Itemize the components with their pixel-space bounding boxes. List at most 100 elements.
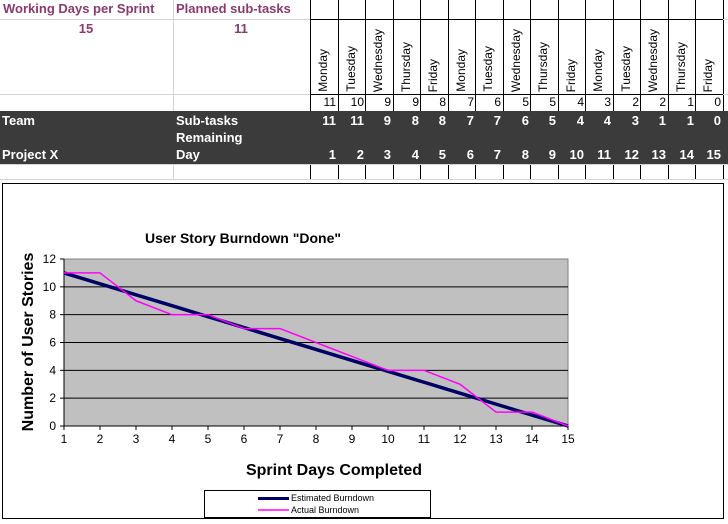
day-value[interactable]: 14 bbox=[679, 147, 694, 162]
day-name-cell[interactable]: Tuesday bbox=[617, 20, 634, 94]
day-value[interactable]: 9 bbox=[548, 147, 556, 162]
grid-col-line bbox=[503, 0, 504, 179]
top-value-cell[interactable]: 1 bbox=[687, 95, 694, 109]
subtasks-value[interactable]: 11 bbox=[322, 113, 336, 128]
top-value-cell[interactable]: 8 bbox=[439, 95, 446, 109]
project-label[interactable]: Project X bbox=[2, 147, 59, 162]
planned-subtasks-label: Planned sub-tasks bbox=[176, 1, 291, 16]
grid-col-line bbox=[640, 0, 641, 179]
top-value-cell[interactable]: 5 bbox=[549, 95, 556, 109]
top-value-cell[interactable]: 3 bbox=[604, 95, 611, 109]
x-tick-label: 4 bbox=[169, 432, 176, 446]
day-name: Thursday bbox=[536, 41, 550, 92]
subtasks-value[interactable]: 8 bbox=[411, 113, 419, 128]
subtasks-value[interactable]: 4 bbox=[576, 113, 584, 128]
day-name-cell[interactable]: Wednesday bbox=[644, 20, 661, 94]
day-value[interactable]: 4 bbox=[411, 147, 419, 162]
x-axis-label: Sprint Days Completed bbox=[246, 462, 422, 479]
day-name-cell[interactable]: Thursday bbox=[534, 20, 551, 94]
day-row bbox=[0, 145, 728, 164]
day-label: Day bbox=[176, 147, 200, 162]
top-value-cell[interactable]: 10 bbox=[350, 95, 364, 109]
day-name-cell[interactable]: Thursday bbox=[672, 20, 689, 94]
day-name-cell[interactable]: Tuesday bbox=[342, 20, 359, 94]
grid-col-line bbox=[668, 0, 669, 179]
grid-col-line bbox=[530, 0, 531, 179]
day-name: Monday bbox=[316, 49, 330, 92]
day-value[interactable]: 3 bbox=[383, 147, 391, 162]
day-name-cell[interactable]: Monday bbox=[589, 20, 606, 94]
top-value-cell[interactable]: 9 bbox=[384, 95, 391, 109]
subtasks-value[interactable]: 7 bbox=[493, 113, 501, 128]
day-value[interactable]: 13 bbox=[651, 147, 666, 162]
subtasks-value[interactable]: 6 bbox=[521, 113, 529, 128]
day-name: Wednesday bbox=[509, 28, 523, 92]
day-value[interactable]: 5 bbox=[438, 147, 446, 162]
grid-col-line bbox=[613, 0, 614, 179]
day-name: Tuesday bbox=[619, 46, 633, 92]
day-name: Thursday bbox=[399, 41, 413, 92]
day-name: Wednesday bbox=[371, 28, 385, 92]
day-name-cell[interactable]: Wednesday bbox=[507, 20, 524, 94]
y-tick-label: 6 bbox=[49, 336, 56, 350]
working-days-value[interactable]: 15 bbox=[78, 21, 94, 36]
day-name-cell[interactable]: Monday bbox=[452, 20, 469, 94]
top-value-cell[interactable]: 11 bbox=[323, 95, 336, 109]
subtasks-value[interactable]: 1 bbox=[658, 113, 666, 128]
subtasks-value[interactable]: 8 bbox=[438, 113, 446, 128]
x-tick-label: 11 bbox=[418, 432, 431, 446]
legend-estimated-label: Estimated Burndown bbox=[291, 493, 375, 503]
top-value-cell[interactable]: 9 bbox=[412, 95, 419, 109]
remaining-label: Remaining bbox=[176, 130, 243, 145]
chart-title: User Story Burndown "Done" bbox=[145, 230, 341, 246]
subtasks-row bbox=[0, 111, 728, 145]
day-name-cell[interactable]: Tuesday bbox=[479, 20, 496, 94]
grid-col-line bbox=[365, 0, 366, 179]
day-value[interactable]: 12 bbox=[624, 147, 639, 162]
grid-col-line bbox=[338, 0, 339, 179]
day-name-cell[interactable]: Wednesday bbox=[369, 20, 386, 94]
day-value[interactable]: 11 bbox=[597, 147, 611, 162]
subtasks-value[interactable]: 11 bbox=[350, 113, 364, 128]
day-value[interactable]: 1 bbox=[328, 147, 336, 162]
day-name: Monday bbox=[454, 49, 468, 92]
top-value-cell[interactable]: 0 bbox=[714, 95, 721, 109]
team-label[interactable]: Team bbox=[2, 113, 35, 128]
subtasks-value[interactable]: 7 bbox=[466, 113, 474, 128]
top-value-cell[interactable]: 7 bbox=[467, 95, 474, 109]
day-name: Monday bbox=[591, 49, 605, 92]
subtasks-value[interactable]: 0 bbox=[713, 113, 721, 128]
top-value-cell[interactable]: 5 bbox=[522, 95, 529, 109]
day-name-cell[interactable]: Friday bbox=[699, 20, 716, 94]
day-name: Tuesday bbox=[344, 46, 358, 92]
subtasks-value[interactable]: 5 bbox=[548, 113, 556, 128]
day-value[interactable]: 15 bbox=[706, 147, 721, 162]
subtasks-value[interactable]: 3 bbox=[631, 113, 639, 128]
y-tick-label: 8 bbox=[49, 308, 56, 322]
x-tick-label: 3 bbox=[133, 432, 140, 446]
top-value-cell[interactable]: 2 bbox=[632, 95, 639, 109]
y-tick-label: 10 bbox=[43, 280, 57, 294]
grid-row-line bbox=[310, 19, 723, 20]
day-value[interactable]: 8 bbox=[521, 147, 529, 162]
actual-burndown-line bbox=[64, 272, 569, 427]
subtasks-value[interactable]: 4 bbox=[603, 113, 611, 128]
y-axis-label: Number of User Stories bbox=[20, 253, 37, 432]
day-name-cell[interactable]: Monday bbox=[314, 20, 331, 94]
day-value[interactable]: 7 bbox=[493, 147, 501, 162]
planned-subtasks-value[interactable]: 11 bbox=[234, 21, 248, 36]
top-value-cell[interactable]: 6 bbox=[494, 95, 501, 109]
day-value[interactable]: 10 bbox=[569, 147, 584, 162]
day-value[interactable]: 2 bbox=[356, 147, 364, 162]
top-value-cell[interactable]: 4 bbox=[577, 95, 584, 109]
subtasks-value[interactable]: 1 bbox=[686, 113, 694, 128]
x-tick-label: 2 bbox=[97, 432, 104, 446]
day-name-cell[interactable]: Thursday bbox=[397, 20, 414, 94]
day-name-cell[interactable]: Friday bbox=[562, 20, 579, 94]
grid-row-line bbox=[310, 94, 723, 95]
day-value[interactable]: 6 bbox=[466, 147, 474, 162]
subtasks-value[interactable]: 9 bbox=[383, 113, 391, 128]
day-name-cell[interactable]: Friday bbox=[424, 20, 441, 94]
top-value-cell[interactable]: 2 bbox=[659, 95, 666, 109]
burndown-chart[interactable]: 0 2 4 6 8 10 12 1 2 3 4 5 6 7 8 9 10 11 12 13 14 15 User Story… bbox=[2, 183, 724, 519]
